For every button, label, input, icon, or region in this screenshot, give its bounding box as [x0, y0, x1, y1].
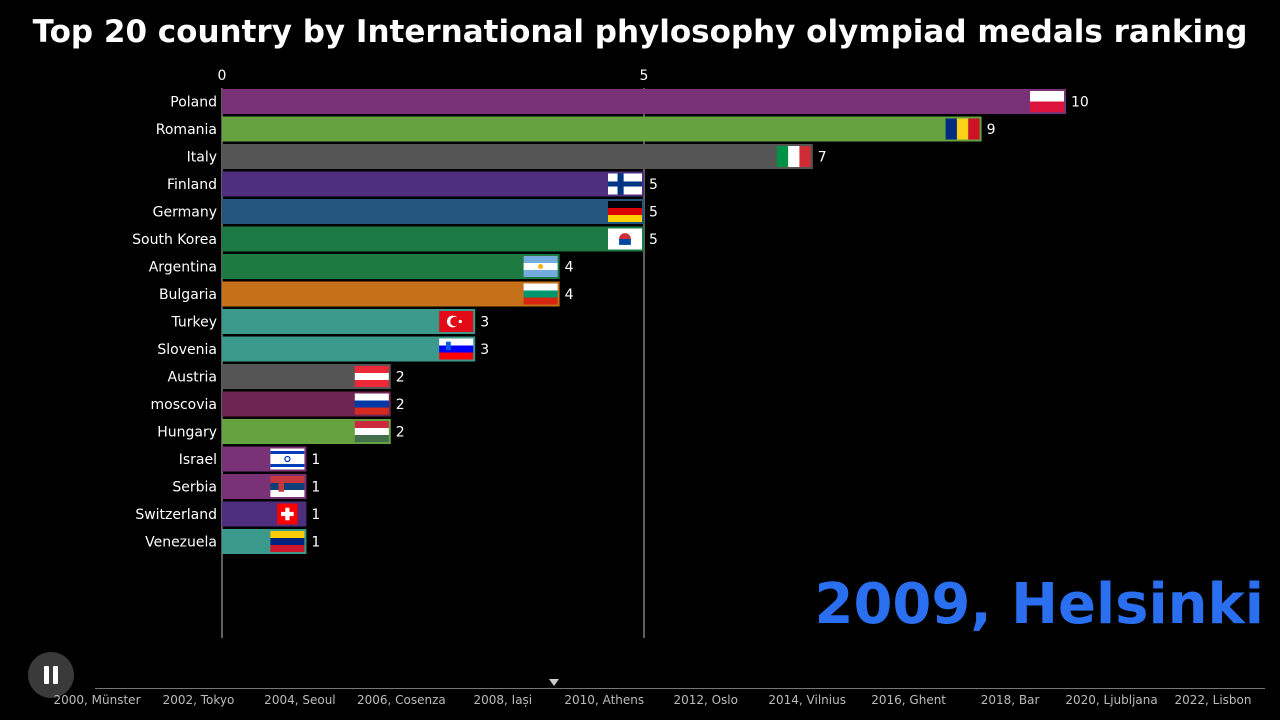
x-tick-label: 5	[640, 68, 649, 84]
timeline-label[interactable]: 2012, Oslo	[673, 693, 738, 707]
bar-romania	[222, 116, 982, 142]
venezuela-flag-icon	[270, 531, 305, 552]
category-label: Argentina	[149, 260, 217, 276]
category-label: Hungary	[157, 425, 217, 441]
israel-flag-icon	[270, 448, 305, 470]
category-label: South Korea	[132, 232, 217, 248]
south-korea-flag-icon	[608, 228, 642, 250]
timeline-label[interactable]: 2004, Seoul	[264, 693, 336, 707]
timeline-label[interactable]: 2022, Lisbon	[1174, 693, 1252, 707]
timeline-label[interactable]: 2018, Bar	[980, 693, 1040, 707]
value-label: 4	[565, 287, 574, 303]
bar-chart: 0 5 Poland 10 Romania 9 Italy 7 Finland 5 Germany 5…	[132, 68, 1089, 638]
value-label: 1	[311, 452, 320, 468]
pause-icon-bar	[53, 666, 58, 684]
timeline-label[interactable]: 2006, Cosenza	[356, 693, 446, 707]
bar-italy	[222, 144, 813, 169]
category-label: Venezuela	[145, 535, 217, 551]
poland-flag-icon	[1030, 91, 1064, 112]
x-tick-label: 0	[218, 68, 227, 84]
timeline-label[interactable]: 2016, Ghent	[871, 693, 947, 707]
bar-turkey	[222, 309, 476, 334]
value-label: 5	[649, 232, 658, 248]
category-label: Germany	[153, 205, 217, 221]
value-label: 9	[987, 122, 996, 138]
italy-flag-icon	[776, 146, 811, 167]
year-label: 2009, Helsinki	[814, 572, 1264, 637]
timeline-track[interactable]	[95, 688, 1265, 689]
pause-button[interactable]	[28, 652, 74, 698]
argentina-flag-icon	[523, 256, 558, 277]
value-label: 1	[311, 535, 320, 551]
value-label: 4	[565, 260, 574, 276]
value-label: 3	[480, 315, 489, 331]
category-label: Romania	[156, 122, 217, 138]
category-label: Italy	[187, 150, 217, 166]
timeline-label[interactable]: 2000, Münster	[53, 693, 141, 707]
value-label: 5	[649, 177, 658, 193]
bar-argentina	[222, 254, 560, 279]
bar-slovenia	[222, 336, 476, 362]
bar-bulgaria	[222, 281, 560, 307]
value-label: 7	[818, 150, 827, 166]
chart-title: Top 20 country by International phylosop…	[32, 14, 1248, 50]
category-label: Israel	[179, 452, 217, 468]
category-label: Serbia	[172, 480, 217, 496]
timeline-label[interactable]: 2002, Tokyo	[162, 693, 235, 707]
turkey-flag-icon	[439, 311, 474, 332]
austria-flag-icon	[354, 366, 389, 387]
value-label: 3	[480, 342, 489, 358]
timeline-position-marker[interactable]	[548, 679, 559, 686]
serbia-flag-icon	[270, 476, 305, 497]
russia-flag-icon	[354, 393, 389, 415]
value-label: 5	[649, 205, 658, 221]
value-label: 2	[396, 397, 405, 413]
value-label: 2	[396, 425, 405, 441]
germany-flag-icon	[608, 201, 642, 222]
timeline-label[interactable]: 2020, Ljubljana	[1065, 693, 1158, 707]
bar-germany	[222, 199, 644, 224]
timeline-label[interactable]: 2008, Iași	[473, 693, 533, 707]
bar-poland	[222, 89, 1066, 114]
category-label: Slovenia	[157, 342, 217, 358]
bar-finland	[222, 171, 644, 197]
pause-icon	[44, 666, 49, 684]
category-label: Turkey	[170, 315, 217, 331]
romania-flag-icon	[945, 118, 980, 140]
category-label: Switzerland	[135, 507, 217, 523]
category-label: Bulgaria	[159, 287, 217, 303]
bulgaria-flag-icon	[523, 283, 558, 305]
category-label: moscovia	[150, 397, 217, 413]
slovenia-flag-icon	[439, 338, 474, 360]
category-label: Austria	[168, 370, 217, 386]
finland-flag-icon	[608, 173, 642, 195]
category-label: Poland	[170, 95, 217, 111]
timeline-label[interactable]: 2014, Vilnius	[768, 693, 846, 707]
switzerland-flag-icon	[277, 503, 298, 525]
value-label: 1	[311, 480, 320, 496]
hungary-flag-icon	[354, 421, 389, 442]
value-label: 2	[396, 370, 405, 386]
value-label: 10	[1071, 95, 1089, 111]
timeline[interactable]: 2000, Münster 2002, Tokyo 2004, Seoul 2006,…	[0, 676, 1280, 720]
category-label: Finland	[167, 177, 217, 193]
timeline-label[interactable]: 2010, Athens	[564, 693, 645, 707]
bar-south-korea	[222, 226, 644, 252]
value-label: 1	[311, 507, 320, 523]
